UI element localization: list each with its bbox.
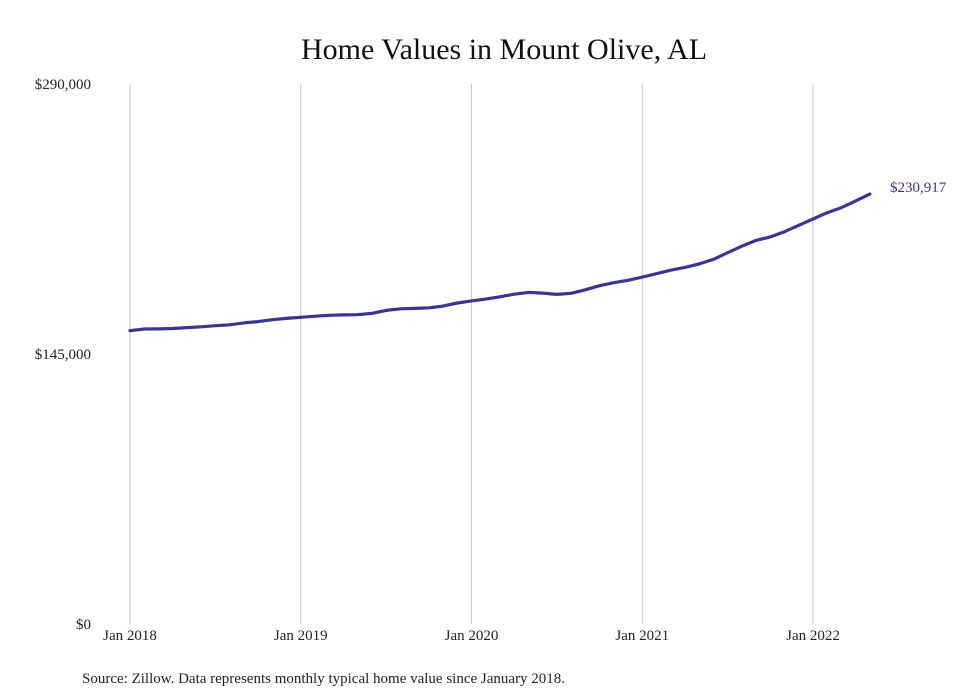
chart-title: Home Values in Mount Olive, AL: [301, 33, 707, 66]
y-axis-ticks: $0 $145,000 $290,000: [35, 77, 91, 633]
y-tick-label: $0: [76, 617, 91, 633]
x-tick-label: Jan 2021: [615, 628, 669, 644]
y-tick-label: $290,000: [35, 77, 91, 93]
y-tick-label: $145,000: [35, 347, 91, 363]
series-line: [128, 192, 872, 333]
gridlines: [129, 84, 814, 624]
end-value-label: $230,917: [890, 180, 947, 196]
x-tick-label: Jan 2020: [445, 628, 499, 644]
x-tick-label: Jan 2022: [786, 628, 840, 644]
x-tick-label: Jan 2018: [103, 628, 157, 644]
source-note: Source: Zillow. Data represents monthly …: [82, 671, 565, 687]
x-tick-label: Jan 2019: [274, 628, 328, 644]
x-axis-ticks: Jan 2018 Jan 2019 Jan 2020 Jan 2021 Jan 2022: [103, 628, 840, 644]
